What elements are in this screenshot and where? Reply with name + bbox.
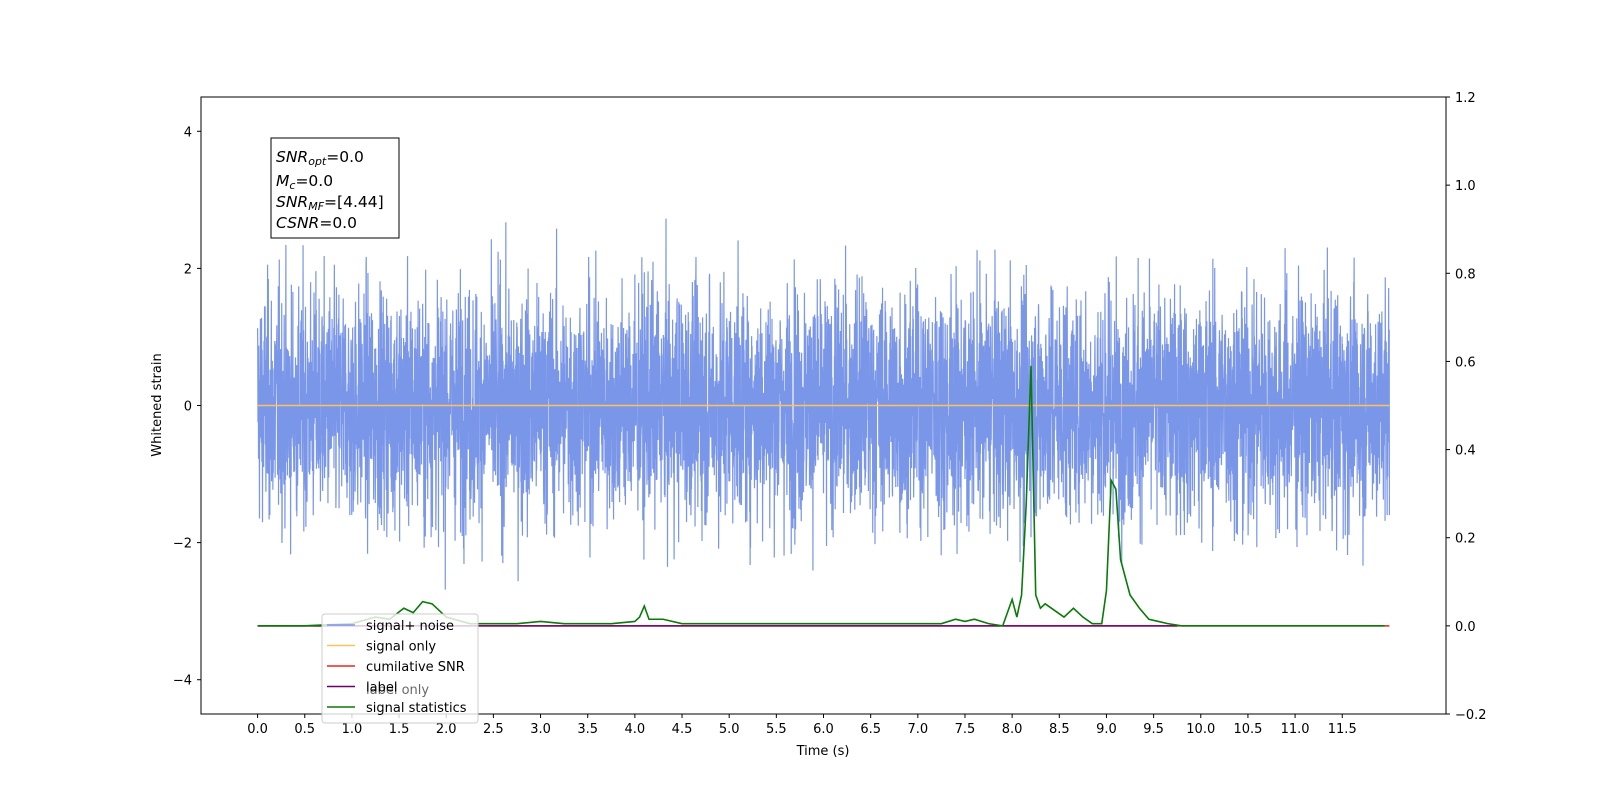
y-axis-label: Whitened strain xyxy=(150,353,165,456)
y-tick-label: 4 xyxy=(184,125,192,140)
y-axis-left: 4 2 0 −2 −4 xyxy=(173,125,201,689)
legend-entry-label: cumilative SNR xyxy=(366,660,465,675)
legend-entry-label: label xyxy=(366,681,397,696)
x-tick-label: 4.5 xyxy=(672,722,693,737)
legend-ghost-label: label only xyxy=(366,683,429,698)
legend-entry-label: signal+ noise xyxy=(366,619,454,634)
legend-entry-label: signal statistics xyxy=(366,701,467,716)
x-tick-label: 7.5 xyxy=(955,722,976,737)
snr-mf-text: SNRMF=[4.44] xyxy=(276,193,384,213)
y-tick-label: −4 xyxy=(173,674,192,689)
y2-tick-label: 0.4 xyxy=(1455,444,1476,459)
snr-opt-text: SNRopt=0.0 xyxy=(276,148,364,168)
y2-tick-label: 0.8 xyxy=(1455,267,1476,282)
signal-noise-line xyxy=(256,218,1391,590)
x-tick-label: 6.0 xyxy=(813,722,834,737)
y2-tick-label: 0.2 xyxy=(1455,532,1476,547)
x-tick-label: 11.0 xyxy=(1281,722,1310,737)
y-tick-label: 2 xyxy=(184,262,192,277)
y-axis-right: 1.2 1.0 0.8 0.6 0.4 0.2 0.0 −0.2 xyxy=(1446,91,1487,723)
x-tick-label: 1.5 xyxy=(389,722,410,737)
x-tick-label: 2.5 xyxy=(483,722,504,737)
x-tick-label: 10.5 xyxy=(1233,722,1262,737)
legend-entry-label: signal only xyxy=(366,640,436,655)
x-tick-label: 9.0 xyxy=(1096,722,1117,737)
x-tick-label: 1.0 xyxy=(342,722,363,737)
x-tick-label: 11.5 xyxy=(1328,722,1357,737)
y2-tick-label: 1.2 xyxy=(1455,91,1476,106)
x-tick-label: 3.5 xyxy=(577,722,598,737)
legend: label only signal+ noise signal only cumil… xyxy=(321,613,479,724)
y-tick-label: −2 xyxy=(173,537,192,552)
x-tick-label: 5.0 xyxy=(719,722,740,737)
y-tick-label: 0 xyxy=(184,400,192,415)
mc-text: Mc=0.0 xyxy=(276,172,333,192)
x-tick-label: 0.0 xyxy=(247,722,268,737)
x-tick-label: 8.0 xyxy=(1002,722,1023,737)
x-tick-label: 5.5 xyxy=(766,722,787,737)
info-box: SNRopt=0.0 Mc=0.0 SNRMF=[4.44] CSNR=0.0 xyxy=(270,137,400,239)
y2-tick-label: 0.0 xyxy=(1455,620,1476,635)
x-tick-label: 9.5 xyxy=(1143,722,1164,737)
series-signal-noise xyxy=(256,218,1391,590)
x-axis-label: Time (s) xyxy=(796,744,850,759)
x-tick-label: 7.0 xyxy=(907,722,928,737)
y2-tick-label: 1.0 xyxy=(1455,179,1476,194)
y2-tick-label: −0.2 xyxy=(1455,708,1487,723)
x-tick-label: 10.0 xyxy=(1186,722,1215,737)
y2-tick-label: 0.6 xyxy=(1455,355,1476,370)
x-tick-label: 2.0 xyxy=(436,722,457,737)
x-axis: 0.0 0.5 1.0 1.5 2.0 2.5 3.0 3.5 4.0 4.5 5.0 5.5 6.0 6… xyxy=(247,714,1357,737)
x-tick-label: 4.0 xyxy=(625,722,646,737)
x-tick-label: 8.5 xyxy=(1049,722,1070,737)
x-tick-label: 0.5 xyxy=(294,722,315,737)
csnr-text: CSNR=0.0 xyxy=(276,214,357,232)
x-tick-label: 6.5 xyxy=(860,722,881,737)
x-tick-label: 3.0 xyxy=(530,722,551,737)
